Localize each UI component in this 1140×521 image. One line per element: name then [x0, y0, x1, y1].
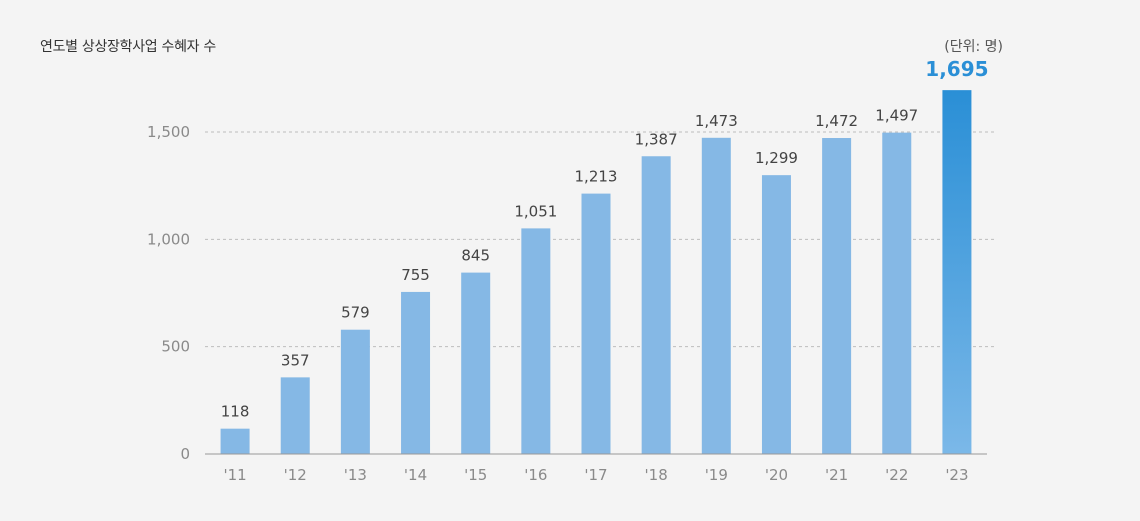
- data-label: 845: [461, 247, 490, 265]
- bars: [220, 90, 972, 455]
- y-tick-label: 1,000: [147, 230, 190, 248]
- data-labels: 118 357 579 755 845 1,051 1,213 1,387 1,473 1,299…: [221, 57, 989, 421]
- x-tick-label: '11: [223, 466, 246, 484]
- data-label: 1,473: [695, 112, 738, 130]
- bar: [220, 428, 250, 454]
- x-tick-label: '18: [645, 466, 668, 484]
- x-tick-label: '19: [705, 466, 728, 484]
- data-label: 118: [221, 403, 250, 421]
- bar: [280, 377, 310, 454]
- y-tick-label: 0: [180, 445, 190, 463]
- data-label: 1,695: [925, 57, 988, 81]
- x-tick-label: '16: [524, 466, 547, 484]
- data-label: 1,472: [815, 112, 858, 130]
- x-tick-label: '22: [885, 466, 908, 484]
- x-tick-label: '21: [825, 466, 848, 484]
- y-tick-label: 1,500: [147, 123, 190, 141]
- data-label: 1,299: [755, 149, 798, 167]
- x-tick-label: '17: [584, 466, 607, 484]
- bar: [521, 228, 551, 454]
- bar: [882, 132, 912, 455]
- x-tick-label: '12: [284, 466, 307, 484]
- data-label: 1,387: [635, 130, 678, 148]
- bar: [401, 291, 431, 454]
- x-tick-label: '23: [945, 466, 968, 484]
- x-tick-label: '15: [464, 466, 487, 484]
- bar: [340, 329, 370, 454]
- data-label: 1,213: [575, 168, 618, 186]
- data-label: 1,051: [514, 202, 557, 220]
- bar: [942, 90, 972, 454]
- bar: [701, 137, 731, 454]
- x-axis-ticks: '11 '12 '13 '14 '15 '16 '17 '18 '19 '20 '21 '22 '23: [223, 466, 968, 484]
- bar: [822, 138, 852, 454]
- x-tick-label: '20: [765, 466, 788, 484]
- data-label: 1,497: [875, 107, 918, 125]
- y-tick-label: 500: [161, 338, 190, 356]
- chart-title: 연도별 상상장학사업 수혜자 수: [40, 39, 216, 55]
- bar: [461, 272, 491, 454]
- bar: [581, 193, 611, 455]
- data-label: 755: [401, 266, 430, 284]
- y-axis-ticks: 0 500 1,000 1,500: [147, 123, 190, 463]
- data-label: 357: [281, 351, 310, 369]
- data-label: 579: [341, 304, 370, 322]
- x-tick-label: '14: [404, 466, 427, 484]
- bar: [641, 156, 671, 455]
- unit-label: (단위: 명): [944, 39, 1003, 55]
- x-tick-label: '13: [344, 466, 367, 484]
- bar: [761, 175, 791, 454]
